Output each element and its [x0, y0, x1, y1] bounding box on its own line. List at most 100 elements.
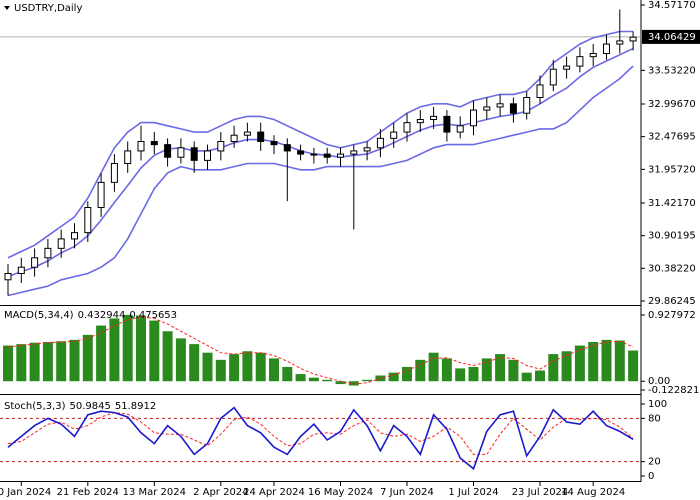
candle-body: [137, 141, 145, 152]
stoch-main: [7, 406, 634, 471]
candle-body: [376, 137, 384, 149]
macd-bar: [455, 368, 466, 382]
y-tick-label: 0.00: [648, 376, 670, 387]
candle-body: [456, 125, 464, 133]
candle-body: [310, 153, 318, 156]
candle-body: [536, 84, 544, 99]
candle-body: [270, 141, 278, 146]
macd-bar: [521, 372, 532, 382]
last-price-box: [642, 29, 700, 44]
candle-body: [243, 131, 251, 136]
candle-body: [71, 232, 78, 240]
macd-bar: [16, 344, 27, 382]
candle-body: [549, 68, 557, 86]
indicator-title: USDTRY,Daily: [14, 3, 82, 14]
candle-body: [603, 43, 610, 55]
candle-body: [217, 141, 225, 152]
macd-bar: [428, 352, 439, 382]
indicator-value: 0.432944: [78, 310, 126, 321]
candle-body: [629, 36, 637, 42]
candle-body: [323, 153, 331, 158]
candle-body: [350, 150, 358, 155]
candle-body: [297, 150, 305, 155]
macd-bar: [322, 379, 333, 382]
macd-bar: [175, 338, 186, 382]
y-tick-label: 100: [648, 399, 667, 410]
candle-body: [97, 181, 105, 209]
macd-bar: [122, 314, 133, 382]
macd-bar: [614, 340, 625, 382]
dropdown-icon[interactable]: [4, 6, 10, 10]
macd-bar: [29, 342, 40, 382]
candle-body: [416, 119, 424, 124]
last-price-label: 34.06429: [648, 32, 696, 43]
indicator-value: 50.9845: [69, 401, 110, 412]
y-tick-label: 31.95720: [648, 164, 696, 175]
candle-body: [523, 97, 531, 114]
y-tick-label: 32.99670: [648, 99, 696, 110]
y-tick-label: 31.42170: [648, 198, 696, 209]
indicator-title: Stoch(5,3,3): [4, 401, 66, 412]
y-tick-label: 30.38220: [648, 263, 696, 274]
stoch-signal: [7, 412, 634, 455]
bollinger-band: [7, 65, 634, 297]
macd-bar: [149, 320, 160, 382]
y-tick-label: 0: [648, 471, 654, 482]
candle-body: [57, 238, 65, 249]
candle-body: [483, 106, 491, 111]
candle-body: [150, 141, 158, 146]
candle-body: [124, 150, 132, 165]
y-tick-label: 30.90195: [648, 231, 696, 242]
macd-bar: [548, 354, 559, 382]
candle-body: [390, 131, 398, 139]
y-tick-label: 20: [648, 457, 661, 468]
macd-bar: [229, 354, 240, 382]
y-tick-label: 33.53220: [648, 65, 696, 76]
candle-body: [576, 56, 584, 67]
x-tick-label: 14 Aug 2024: [561, 487, 625, 498]
macd-bar: [535, 370, 545, 382]
y-tick-label: 29.86245: [648, 296, 696, 307]
macd-bar: [282, 366, 293, 382]
macd-bar: [109, 318, 120, 382]
macd-bar: [82, 334, 93, 382]
macd-bar: [3, 345, 13, 382]
y-tick-label: 34.57170: [648, 0, 696, 11]
candle-body: [496, 103, 504, 108]
macd-bar: [508, 359, 519, 382]
indicator-title: MACD(5,34,4): [4, 310, 74, 321]
x-tick-label: 7 Jun 2024: [380, 487, 434, 498]
macd-bar: [215, 359, 226, 382]
x-tick-label: 13 Mar 2024: [123, 487, 186, 498]
macd-bar: [242, 351, 253, 382]
x-tick-label: 24 Apr 2024: [243, 487, 305, 498]
macd-bar: [189, 344, 200, 382]
macd-bar: [628, 350, 639, 382]
macd-bar: [136, 315, 146, 382]
y-tick-label: -0.122821: [648, 385, 699, 396]
candle-body: [283, 144, 291, 152]
macd-bar: [295, 374, 306, 382]
macd-bar: [335, 381, 346, 385]
candle-body: [177, 147, 185, 158]
macd-bar: [495, 354, 506, 382]
macd-bar: [308, 377, 319, 382]
candle-body: [470, 109, 477, 127]
candle-body: [363, 147, 371, 152]
macd-bar: [588, 341, 599, 382]
candle-body: [509, 103, 517, 114]
candle-body: [337, 153, 344, 158]
x-tick-label: 21 Feb 2024: [57, 487, 119, 498]
bollinger-band: [7, 30, 634, 259]
macd-bar: [162, 331, 173, 382]
macd-signal: [7, 316, 634, 385]
candle-body: [17, 266, 25, 274]
candle-body: [403, 122, 411, 133]
x-tick-label: 16 May 2024: [308, 487, 373, 498]
candle-body: [31, 257, 39, 268]
candle-body: [204, 150, 211, 161]
macd-bar: [362, 379, 373, 382]
candle-body: [563, 65, 571, 70]
